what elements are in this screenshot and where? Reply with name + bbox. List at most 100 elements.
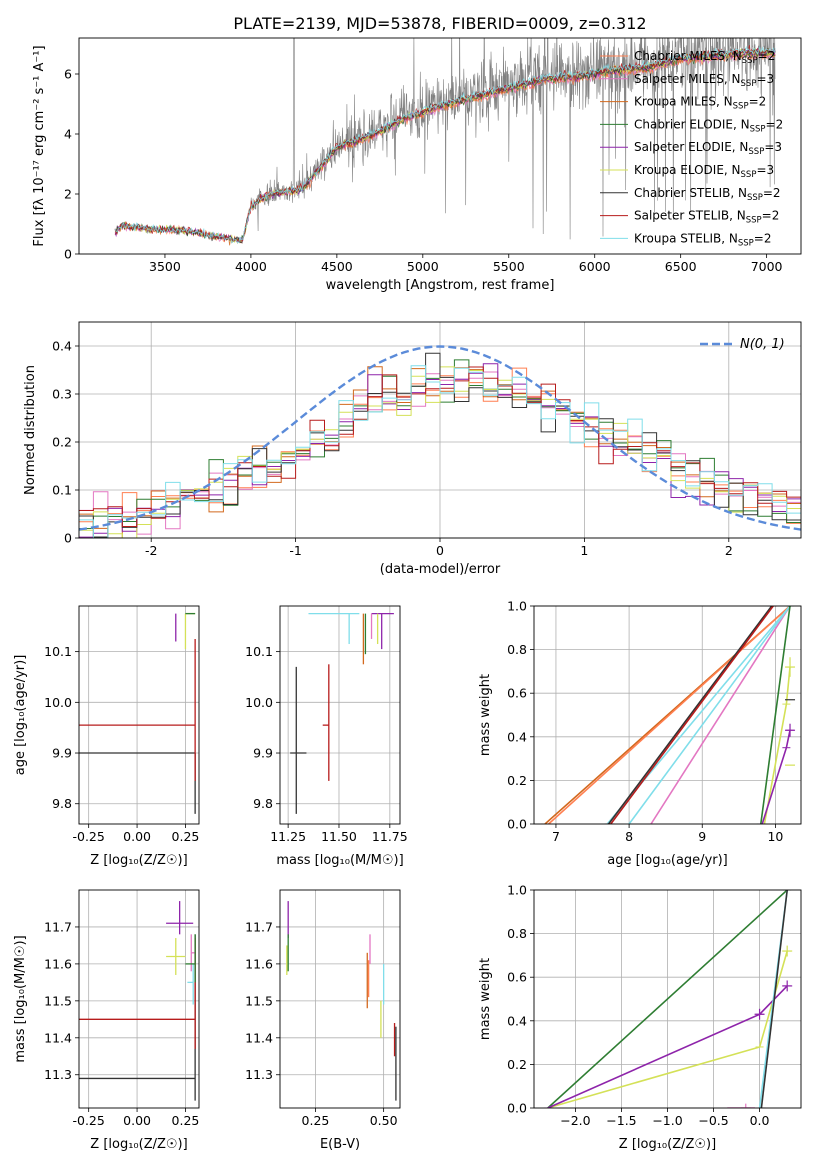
legend-nssp: =2 [763, 186, 781, 200]
legend-series-name: Salpeter MILES, N [634, 72, 741, 86]
mass_weight_vs_z-xtick-label: 0.0 [750, 1113, 770, 1128]
mass_weight_vs_age-ytick-label: 0.4 [507, 729, 527, 744]
legend-nssp: =2 [766, 117, 784, 131]
mass_weight_vs_age-ylabel: mass weight [478, 674, 493, 756]
spectrum-ylabel: Flux [fλ 10⁻¹⁷ erg cm⁻² s⁻¹ A⁻¹] [32, 45, 47, 246]
legend-label-salpeter_miles: Salpeter MILES, NSSP=3 [634, 72, 774, 89]
age_vs_z-ytick-label: 9.9 [52, 746, 72, 761]
mass_vs_ebv-ytick-label: 11.5 [245, 993, 273, 1008]
mass-weight-line-salpeter_miles [650, 606, 791, 824]
mass_weight_vs_age-ytick-label: 0.8 [507, 642, 527, 657]
mass_vs_z-ylabel: mass [log₁₀(M/M☉)] [13, 935, 28, 1062]
spectrum-xtick-label: 5000 [407, 259, 439, 274]
residuals-plot-area [79, 345, 801, 538]
legend-subscript: SSP [750, 124, 766, 134]
age_vs_mass-ytick-label: 10.0 [245, 695, 273, 710]
model-spectrum-kroupa_stelib [114, 45, 776, 244]
legend-series-name: Kroupa MILES, N [634, 95, 733, 109]
legend-subscript: SSP [741, 170, 757, 180]
figure-title: PLATE=2139, MJD=53878, FIBERID=0009, z=0… [233, 14, 646, 33]
mass_vs_z-xtick-label: 0.25 [172, 1113, 200, 1128]
mass_vs_ebv-plot-area [286, 901, 397, 1101]
legend-label-chabrier_elodie: Chabrier ELODIE, NSSP=2 [634, 117, 783, 134]
spectrum-ytick-label: 6 [64, 67, 72, 82]
residuals-ytick-label: 0 [64, 531, 72, 546]
mass_weight_vs_z-ylabel: mass weight [478, 958, 493, 1040]
age_vs_mass-plot-area [290, 612, 394, 814]
mass_weight_vs_z-xtick-label: −0.5 [698, 1113, 728, 1128]
legend-nssp: =2 [754, 231, 772, 245]
mass_vs_z-xlabel: Z [log₁₀(Z/Z☉)] [90, 1137, 187, 1152]
residuals-xtick-label: -2 [145, 543, 157, 558]
spectrum-xtick-label: 7000 [751, 259, 783, 274]
legend-label-kroupa_stelib: Kroupa STELIB, NSSP=2 [634, 231, 772, 248]
mass_vs_ebv-panel: 0.25 0.50 11.3 11.4 11.5 11.6 11.7 E(B-V) [245, 889, 401, 1152]
legend-series-name: Kroupa STELIB, N [634, 231, 738, 245]
mass-weight-line-chabrier_elodie [760, 606, 791, 824]
normal-curve [79, 345, 801, 531]
mass_vs_z-ytick-label: 11.3 [44, 1067, 72, 1082]
legend-subscript: SSP [748, 147, 764, 157]
mass_vs_z-xtick-label: -0.25 [73, 1113, 105, 1128]
mass_vs_ebv-grid [280, 890, 400, 1108]
mass_vs_z-ytick-label: 11.5 [44, 993, 72, 1008]
mass_weight_vs_z-frame [533, 889, 802, 1109]
mass_weight_vs_age-xtick-label: 10 [767, 829, 783, 844]
spectrum-xtick-label: 4000 [235, 259, 267, 274]
mass_weight_vs_z-xtick-label: −2.0 [560, 1113, 590, 1128]
age_vs_z-ylabel: age [log₁₀(age/yr)] [13, 655, 28, 776]
spectrum-ytick-label: 0 [64, 247, 72, 262]
mass_weight_vs_age-xtick-label: 9 [698, 829, 706, 844]
legend-label-chabrier_miles: Chabrier MILES, NSSP=2 [634, 49, 775, 66]
legend-series-name: Chabrier MILES, N [634, 49, 742, 63]
age_vs_z-grid [79, 606, 199, 824]
legend-label-salpeter_elodie: Salpeter ELODIE, NSSP=3 [634, 140, 782, 157]
mass_vs_ebv-ytick-label: 11.3 [245, 1067, 273, 1082]
residuals-panel: -2 -1 0 1 2 0 0.1 0.2 0.3 0.4 (data-model)/error No… [23, 321, 802, 577]
mass_vs_z-ytick-label: 11.4 [44, 1030, 72, 1045]
mass_vs_ebv-xtick-label: 0.50 [370, 1113, 398, 1128]
mass_weight_vs_z-ytick-label: 0.8 [507, 926, 527, 941]
mass_vs_ebv-xtick-label: 0.25 [302, 1113, 330, 1128]
residuals-ytick-label: 0.3 [52, 387, 72, 402]
spectrum-ytick-label: 2 [64, 187, 72, 202]
mass_weight_vs_z-ytick-label: 0.4 [507, 1013, 527, 1028]
age_vs_z-xlabel: Z [log₁₀(Z/Z☉)] [90, 853, 187, 868]
age_vs_z-frame [78, 605, 200, 825]
age_vs_z-panel: -0.25 0.00 0.25 9.8 9.9 10.0 10.1 Z [log₁₀(Z/Z☉… [13, 605, 200, 868]
spectrum-xtick-label: 6500 [665, 259, 697, 274]
legend-subscript: SSP [733, 102, 749, 112]
age_vs_z-plot-area [79, 612, 196, 814]
residuals-xtick-label: -1 [289, 543, 301, 558]
age_vs_z-xtick-label: 0.00 [123, 829, 151, 844]
mass_weight_vs_z-panel: −2.0 −1.5 −1.0 −0.5 0.0 0.0 0.2 0.4 0.6 0.8 1.0 Z [… [478, 883, 802, 1152]
mass_vs_z-ytick-label: 11.6 [44, 956, 72, 971]
legend-nssp: =3 [764, 140, 782, 154]
residual-histogram-kroupa_stelib [79, 365, 801, 538]
mass_vs_ebv-ytick-label: 11.4 [245, 1030, 273, 1045]
age_vs_z-ytick-label: 10.1 [44, 644, 72, 659]
mass_weight_vs_z-xtick-label: −1.0 [652, 1113, 682, 1128]
mass_weight_vs_z-ytick-label: 0.6 [507, 970, 527, 985]
spectrum-plot-area [114, 38, 776, 246]
mass_weight_vs_z-ytick-label: 0.2 [507, 1057, 527, 1072]
legend-series-name: Kroupa ELODIE, N [634, 163, 741, 177]
legend-series-name: Chabrier ELODIE, N [634, 117, 750, 131]
legend-subscript: SSP [738, 238, 754, 248]
mass_weight_vs_age-xlabel: age [log₁₀(age/yr)] [607, 853, 728, 868]
mass_weight_vs_age-frame [533, 605, 802, 825]
mass-weight-line-chabrier_miles [548, 606, 791, 824]
mass_weight_vs_age-ytick-label: 1.0 [507, 599, 527, 614]
mass_weight_vs_age-ytick-label: 0.6 [507, 686, 527, 701]
age_vs_mass-xtick-label: 11.25 [270, 829, 306, 844]
age_vs_z-ytick-label: 9.8 [52, 796, 72, 811]
residuals-xtick-label: 0 [436, 543, 444, 558]
mass_weight_vs_age-plot-area [540, 606, 796, 824]
spectrum-xtick-label: 6000 [579, 259, 611, 274]
mass_vs_z-ytick-label: 11.7 [44, 919, 72, 934]
legend-label-kroupa_miles: Kroupa MILES, NSSP=2 [634, 95, 766, 112]
legend-subscript: SSP [742, 56, 758, 66]
legend-subscript: SSP [747, 193, 763, 203]
mass_weight_vs_age-ytick-label: 0.2 [507, 773, 527, 788]
